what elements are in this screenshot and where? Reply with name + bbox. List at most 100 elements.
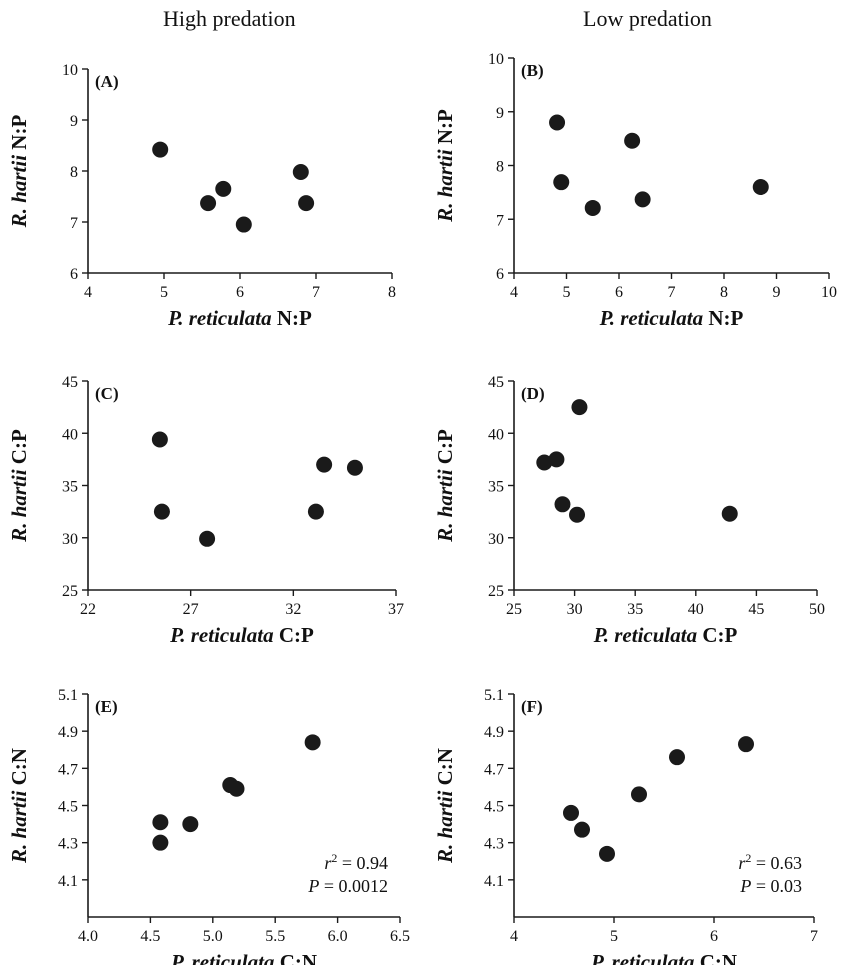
data-point [624, 133, 640, 149]
x-tick-label: 4 [510, 284, 518, 301]
data-point [152, 835, 168, 851]
data-point [200, 195, 216, 211]
data-point [738, 736, 754, 752]
data-point [236, 217, 252, 233]
y-axis-label: R. hartii C:P [7, 429, 31, 543]
r-squared-annotation: r2 = 0.94 [324, 851, 388, 873]
data-point [229, 781, 245, 797]
x-tick-label: 40 [688, 601, 704, 618]
y-tick-label: 5.1 [58, 687, 78, 704]
y-tick-label: 45 [62, 374, 78, 391]
x-tick-label: 22 [80, 601, 96, 618]
data-point [753, 179, 769, 195]
data-point [569, 507, 585, 523]
y-tick-label: 35 [488, 479, 504, 496]
x-tick-label: 50 [809, 601, 825, 618]
panel-label: (C) [95, 384, 119, 403]
y-tick-label: 10 [62, 62, 78, 79]
data-point [635, 191, 651, 207]
data-point [316, 457, 332, 473]
x-tick-label: 5.5 [265, 928, 285, 945]
p-value-annotation: P = 0.0012 [307, 876, 388, 896]
p-value-annotation: P = 0.03 [739, 876, 802, 896]
x-tick-label: 6 [236, 284, 244, 301]
x-axis-label: P. reticulata N:P [599, 306, 744, 330]
x-tick-label: 9 [773, 284, 781, 301]
y-tick-label: 8 [70, 164, 78, 181]
x-tick-label: 27 [183, 601, 199, 618]
x-tick-label: 5 [610, 928, 618, 945]
data-point [585, 200, 601, 216]
panel-label: (D) [521, 384, 545, 403]
x-axis-label: P. reticulata C:N [170, 950, 317, 965]
x-axis-label: P. reticulata N:P [167, 306, 312, 330]
x-tick-label: 37 [388, 601, 404, 618]
y-tick-label: 9 [70, 113, 78, 130]
y-axis-label: R. hartii C:P [433, 429, 457, 543]
x-tick-label: 7 [668, 284, 676, 301]
y-tick-label: 30 [62, 531, 78, 548]
data-point [152, 142, 168, 158]
y-tick-label: 4.9 [484, 724, 504, 741]
y-tick-label: 4.3 [484, 836, 504, 853]
x-tick-label: 25 [506, 601, 522, 618]
x-tick-label: 35 [627, 601, 643, 618]
x-axis-label: P. reticulata C:P [169, 623, 314, 647]
y-tick-label: 7 [70, 215, 78, 232]
data-point [574, 822, 590, 838]
x-tick-label: 5.0 [203, 928, 223, 945]
data-point [215, 181, 231, 197]
panel-d: 25 30 35 40 45 50 25 30 35 40 45 (D) P. reticulata C… [433, 374, 825, 647]
data-point [631, 786, 647, 802]
x-tick-label: 8 [388, 284, 396, 301]
x-tick-label: 6 [710, 928, 718, 945]
x-tick-label: 4.5 [140, 928, 160, 945]
data-point [554, 496, 570, 512]
panel-a: 4 5 6 7 8 6 7 8 9 10 (A) P. reticulata N:P R. hartii… [7, 62, 396, 330]
x-axis-label: P. reticulata C:P [593, 623, 738, 647]
data-point [347, 460, 363, 476]
data-point [563, 805, 579, 821]
x-tick-label: 4.0 [78, 928, 98, 945]
x-tick-label: 6 [615, 284, 623, 301]
x-tick-label: 30 [567, 601, 583, 618]
x-tick-label: 8 [720, 284, 728, 301]
x-tick-label: 6.5 [390, 928, 410, 945]
y-tick-label: 4.1 [58, 873, 78, 890]
y-axis-label: R. hartii C:N [7, 748, 31, 864]
r-squared-annotation: r2 = 0.63 [738, 851, 802, 873]
y-tick-label: 4.5 [484, 799, 504, 816]
panel-b: 4 5 6 7 8 9 10678910(B)P. reticulata N:PR. har… [433, 51, 837, 330]
y-tick-label: 6 [496, 266, 504, 283]
panel-label: (B) [521, 61, 544, 80]
x-tick-label: 7 [312, 284, 320, 301]
x-tick-label: 45 [748, 601, 764, 618]
data-point [669, 749, 685, 765]
y-tick-label: 35 [62, 479, 78, 496]
data-point [549, 115, 565, 131]
y-tick-label: 4.7 [484, 761, 504, 778]
y-tick-label: 7 [496, 212, 504, 229]
data-point [308, 504, 324, 520]
data-point [305, 734, 321, 750]
x-tick-label: 10 [821, 284, 837, 301]
y-tick-label: 4.5 [58, 799, 78, 816]
data-point [298, 195, 314, 211]
y-tick-label: 25 [62, 583, 78, 600]
y-tick-label: 6 [70, 266, 78, 283]
y-tick-label: 5.1 [484, 687, 504, 704]
y-tick-label: 40 [488, 426, 504, 443]
y-axis-label: R. hartii C:N [433, 748, 457, 864]
data-point [553, 174, 569, 190]
y-tick-label: 45 [488, 374, 504, 391]
panel-f: 4 5 6 7 4.1 4.3 4.5 4.7 4.9 5.1 (F) P. reticulata C… [433, 687, 818, 965]
x-tick-label: 5 [160, 284, 168, 301]
y-tick-label: 8 [496, 159, 504, 176]
y-tick-label: 9 [496, 105, 504, 122]
data-point [293, 164, 309, 180]
x-tick-label: 32 [285, 601, 301, 618]
y-tick-label: 10 [488, 51, 504, 68]
data-point [152, 432, 168, 448]
